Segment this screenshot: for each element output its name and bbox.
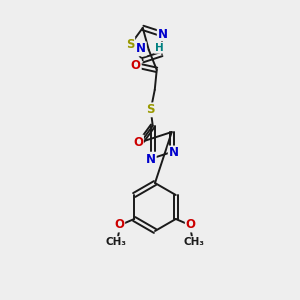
- Text: CH₃: CH₃: [183, 237, 204, 247]
- Text: O: O: [186, 218, 196, 232]
- Text: N: N: [169, 146, 179, 160]
- Text: S: S: [126, 38, 134, 50]
- Text: O: O: [131, 59, 141, 72]
- Text: N: N: [158, 28, 168, 40]
- Text: N: N: [146, 153, 156, 166]
- Text: N: N: [136, 42, 146, 55]
- Text: CH₃: CH₃: [106, 237, 127, 247]
- Text: H: H: [155, 43, 164, 53]
- Text: S: S: [146, 103, 155, 116]
- Text: O: O: [114, 218, 124, 232]
- Text: O: O: [133, 136, 143, 148]
